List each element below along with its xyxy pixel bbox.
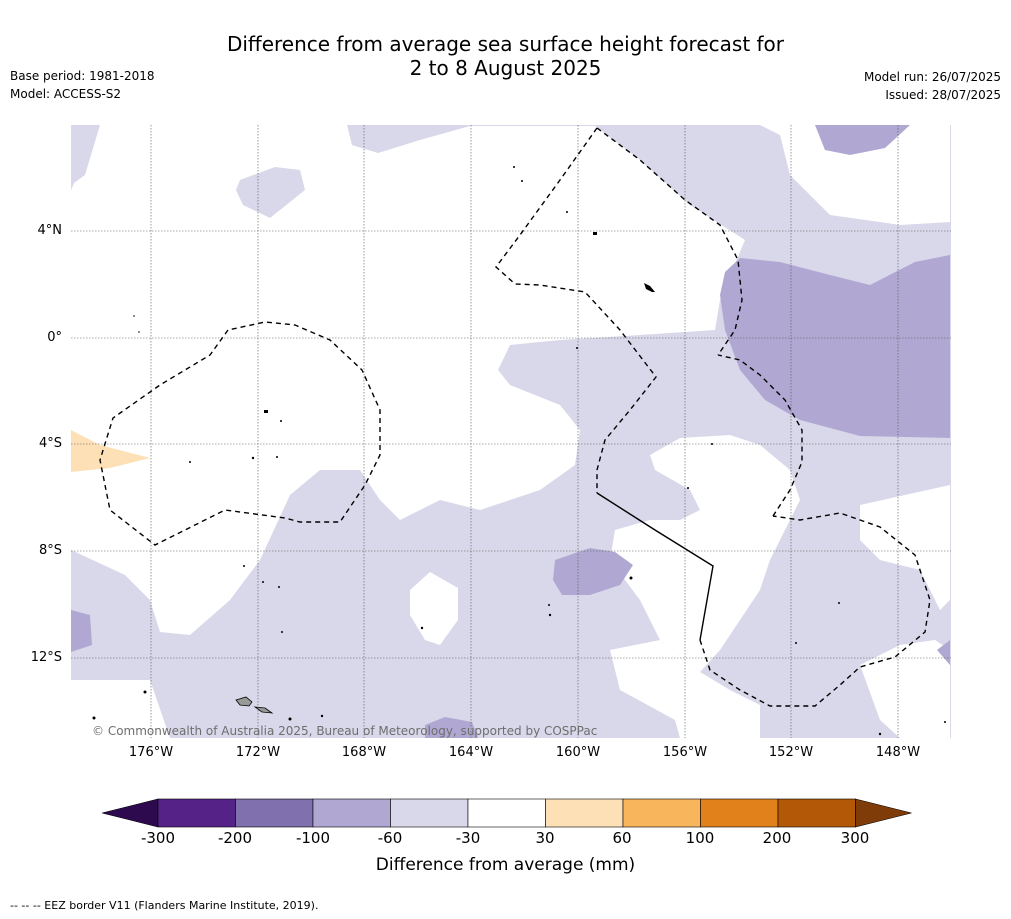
colorbar bbox=[101, 798, 912, 828]
title-line-2: 2 to 8 August 2025 bbox=[409, 56, 602, 80]
colorbar-segment bbox=[622, 798, 701, 828]
model-run-text: Model run: 26/07/2025 bbox=[863, 70, 1001, 84]
colorbar-tick: -200 bbox=[217, 829, 253, 847]
title-line-1: Difference from average sea surface heig… bbox=[226, 32, 785, 56]
lon-label-152w: 152°W bbox=[768, 745, 814, 760]
map-title: Difference from average sea surface heig… bbox=[0, 32, 1011, 80]
light-negative-patches bbox=[71, 125, 305, 218]
lat-label-12s: 12°S bbox=[30, 650, 62, 665]
graticule bbox=[71, 125, 951, 738]
meta-left: Base period: 1981-2018 Model: ACCESS-S2 bbox=[10, 67, 155, 103]
colorbar-tick: 100 bbox=[685, 829, 715, 847]
colorbar-tick: -300 bbox=[140, 829, 176, 847]
colorbar-segment bbox=[157, 798, 236, 828]
colorbar-tick: 200 bbox=[762, 829, 792, 847]
lat-label-8s: 8°S bbox=[38, 543, 62, 558]
lon-label-176w: 176°W bbox=[128, 745, 174, 760]
lon-label-168w: 168°W bbox=[341, 745, 387, 760]
colorbar-tick: -60 bbox=[377, 829, 403, 847]
lat-label-4s: 4°S bbox=[38, 436, 62, 451]
colorbar-segment bbox=[700, 798, 779, 828]
colorbar-tick: 300 bbox=[840, 829, 870, 847]
colorbar-tick: 60 bbox=[612, 829, 632, 847]
model-text: Model: ACCESS-S2 bbox=[10, 87, 122, 101]
colorbar-segment bbox=[545, 798, 624, 828]
colorbar-extend-low bbox=[101, 798, 159, 828]
lat-label-4n: 4°N bbox=[37, 223, 63, 238]
base-period-text: Base period: 1981-2018 bbox=[10, 69, 155, 83]
colorbar-segment bbox=[312, 798, 391, 828]
colorbar-segment bbox=[467, 798, 546, 828]
map-panel bbox=[71, 125, 951, 738]
eez-borders bbox=[99, 127, 931, 707]
samoa-islands bbox=[235, 696, 274, 714]
colorbar-title: Difference from average (mm) bbox=[375, 855, 636, 875]
colorbar-tick: -30 bbox=[455, 829, 481, 847]
colorbar-tick: -100 bbox=[295, 829, 331, 847]
colorbar-segment bbox=[235, 798, 314, 828]
islands bbox=[92, 166, 946, 736]
colorbar-segment bbox=[390, 798, 469, 828]
lon-label-148w: 148°W bbox=[875, 745, 921, 760]
lon-label-160w: 160°W bbox=[555, 745, 601, 760]
eez-legend-footer: -- -- -- EEZ border V11 (Flanders Marine… bbox=[10, 899, 319, 912]
lat-label-0: 0° bbox=[47, 330, 62, 345]
colorbar-tick: 30 bbox=[535, 829, 555, 847]
issued-text: Issued: 28/07/2025 bbox=[885, 88, 1001, 102]
colorbar-segment bbox=[777, 798, 856, 828]
meta-right: Model run: 26/07/2025 Issued: 28/07/2025 bbox=[864, 68, 1001, 104]
colorbar-extend-high bbox=[855, 798, 912, 828]
lon-label-172w: 172°W bbox=[235, 745, 281, 760]
lon-label-156w: 156°W bbox=[662, 745, 708, 760]
copyright-text: © Commonwealth of Australia 2025, Bureau… bbox=[92, 724, 598, 738]
positive-anomaly-patch bbox=[71, 430, 150, 472]
lon-label-164w: 164°W bbox=[448, 745, 494, 760]
near-average-regions bbox=[71, 125, 950, 738]
